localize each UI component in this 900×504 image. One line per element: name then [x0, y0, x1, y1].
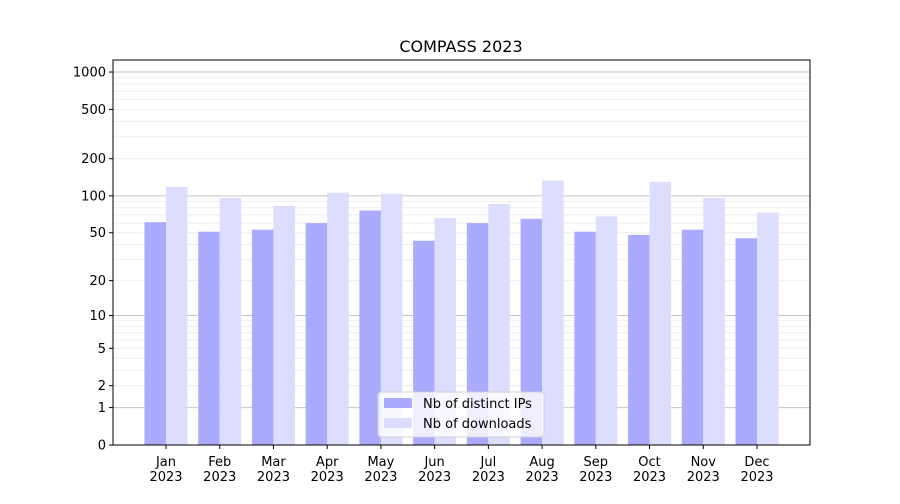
x-tick-label-line: 2023 — [203, 470, 236, 485]
bar-distinct-ips — [466, 223, 489, 445]
bar-downloads — [595, 216, 618, 445]
bar-downloads — [219, 198, 242, 445]
legend-label: Nb of downloads — [423, 417, 532, 432]
x-tick-label: Aug 2023 — [526, 455, 559, 485]
x-tick-label-line: Oct — [638, 455, 660, 470]
y-tick-label: 100 — [81, 189, 106, 204]
bars — [144, 180, 779, 445]
bar-distinct-ips — [628, 234, 650, 445]
x-tick-label: Sep 2023 — [579, 455, 612, 485]
x-tick-label-line: Dec — [744, 455, 769, 470]
x-tick-label-line: 2023 — [526, 470, 559, 485]
y-tick-label: 2 — [98, 379, 106, 394]
y-tick-label: 5 — [98, 342, 106, 357]
x-tick-label-line: Aug — [529, 455, 554, 470]
bar-downloads — [649, 181, 672, 445]
chart-title: COMPASS 2023 — [399, 37, 522, 56]
bar-downloads — [542, 180, 564, 445]
x-tick-label-line: May — [367, 455, 394, 470]
legend: Nb of distinct IPs Nb of downloads — [377, 391, 545, 438]
legend-swatch — [384, 418, 412, 428]
legend-swatch — [384, 398, 412, 408]
bar-distinct-ips — [681, 229, 704, 445]
x-tick-label: Mar 2023 — [257, 455, 290, 485]
y-tick-label: 10 — [89, 309, 106, 324]
x-tick-label-line: 2023 — [579, 470, 612, 485]
bar-downloads — [488, 203, 510, 445]
x-tick-label-line: Nov — [691, 455, 717, 470]
bar-distinct-ips — [251, 229, 274, 445]
x-tick-label-line: Jul — [480, 455, 497, 470]
legend-label: Nb of distinct IPs — [423, 397, 532, 412]
bar-downloads — [703, 198, 725, 445]
bar-distinct-ips — [735, 238, 757, 445]
bar-distinct-ips — [359, 210, 381, 445]
x-tick-label-line: 2023 — [633, 470, 666, 485]
y-tick-label: 0 — [98, 439, 106, 454]
y-tick-label: 500 — [81, 103, 106, 118]
x-tick-label-line: Jun — [423, 455, 444, 470]
x-tick-label-line: Jan — [155, 455, 176, 470]
y-tick-label: 50 — [89, 226, 106, 241]
x-tick-label: Jul 2023 — [472, 455, 505, 485]
bar-downloads — [757, 212, 779, 445]
x-tick-label-line: 2023 — [740, 470, 773, 485]
x-tick-label: Jan 2023 — [149, 455, 182, 485]
bar-distinct-ips — [305, 223, 328, 445]
x-tick-label: Jun 2023 — [418, 455, 451, 485]
y-tick-label: 1000 — [73, 66, 106, 81]
x-tick-label-line: 2023 — [364, 470, 397, 485]
x-tick-label-line: 2023 — [687, 470, 720, 485]
x-tick-label: Feb 2023 — [203, 455, 236, 485]
x-tick-label-line: Apr — [316, 455, 339, 470]
x-tick-label-line: Sep — [584, 455, 609, 470]
y-tick-label: 200 — [81, 152, 106, 167]
x-tick-label-line: 2023 — [472, 470, 505, 485]
bar-distinct-ips — [574, 231, 596, 445]
bar-downloads — [166, 187, 188, 445]
bar-distinct-ips — [520, 218, 543, 445]
y-tick-label: 20 — [89, 274, 106, 289]
x-tick-label: Apr 2023 — [311, 455, 344, 485]
bar-downloads — [380, 193, 403, 445]
x-tick-label: Dec 2023 — [740, 455, 773, 485]
bar-downloads — [327, 192, 349, 445]
legend-box — [377, 391, 545, 438]
x-tick-label: Oct 2023 — [633, 455, 666, 485]
bar-downloads — [434, 218, 457, 445]
plot-frame — [112, 59, 811, 446]
y-tick-label: 1 — [98, 401, 106, 416]
bar-distinct-ips — [198, 231, 220, 445]
x-tick-label-line: 2023 — [149, 470, 182, 485]
x-tick-label-line: 2023 — [257, 470, 290, 485]
y-axis: 0 1 2 5 10 20 50 100 200 500 1000 — [73, 66, 113, 454]
x-tick-label: Nov 2023 — [687, 455, 720, 485]
x-tick-label-line: Mar — [261, 455, 286, 470]
bar-distinct-ips — [144, 222, 166, 445]
x-tick-label-line: 2023 — [311, 470, 344, 485]
bar-downloads — [273, 205, 295, 445]
x-tick-label: May 2023 — [364, 455, 397, 485]
x-tick-label-line: 2023 — [418, 470, 451, 485]
x-tick-label-line: Feb — [208, 455, 231, 470]
